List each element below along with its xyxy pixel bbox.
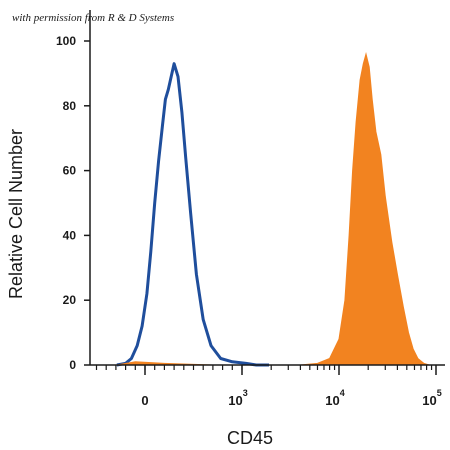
x-tick-label: 103 xyxy=(228,388,247,408)
x-axis-title: CD45 xyxy=(227,428,273,448)
x-ticks: 0 103 104 105 xyxy=(95,365,442,408)
plot-area xyxy=(116,52,430,367)
x-tick-label: 104 xyxy=(325,388,344,408)
x-tick-label: 0 xyxy=(141,393,148,408)
y-tick-label: 40 xyxy=(63,228,77,242)
y-tick-label: 80 xyxy=(63,99,77,113)
x-tick-label: 105 xyxy=(422,388,441,408)
y-ticks: 0 20 40 60 80 100 xyxy=(56,34,90,372)
watermark-text: with permission from R & D Systems xyxy=(12,12,174,24)
outline-histogram-series xyxy=(116,62,269,367)
y-tick-label: 100 xyxy=(56,34,76,48)
y-axis-title: Relative Cell Number xyxy=(6,129,26,299)
y-tick-label: 60 xyxy=(63,164,77,178)
y-tick-label: 20 xyxy=(63,293,77,307)
y-tick-label: 0 xyxy=(69,358,76,372)
